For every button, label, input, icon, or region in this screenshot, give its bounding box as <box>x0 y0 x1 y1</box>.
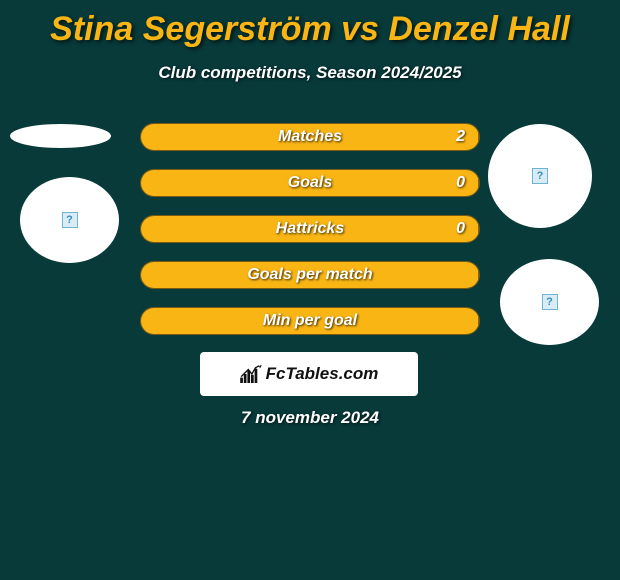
subtitle: Club competitions, Season 2024/2025 <box>0 63 620 83</box>
bar-label: Goals per match <box>141 262 479 288</box>
placeholder-image-icon: ? <box>62 212 78 228</box>
placeholder-image-icon: ? <box>532 168 548 184</box>
page-title: Stina Segerström vs Denzel Hall <box>0 0 620 49</box>
bar-label: Matches <box>141 124 479 150</box>
stat-bar: Min per goal <box>140 307 480 335</box>
bar-chart-icon <box>240 365 262 383</box>
logo-text: FcTables.com <box>266 364 379 384</box>
avatar-player-left: ? <box>20 177 119 263</box>
avatar-player-right-top: ? <box>488 124 592 228</box>
bar-value: 2 <box>456 124 465 150</box>
stat-bar: Goals per match <box>140 261 480 289</box>
bar-label: Goals <box>141 170 479 196</box>
stat-bar: Goals0 <box>140 169 480 197</box>
bar-value: 0 <box>456 170 465 196</box>
date-label: 7 november 2024 <box>0 408 620 428</box>
fctables-logo: FcTables.com <box>200 352 418 396</box>
bar-label: Min per goal <box>141 308 479 334</box>
bar-label: Hattricks <box>141 216 479 242</box>
stats-bars: Matches2Goals0Hattricks0Goals per matchM… <box>140 123 480 353</box>
avatar-oval-top-left <box>10 124 111 148</box>
avatar-player-right-bottom: ? <box>500 259 599 345</box>
bar-value: 0 <box>456 216 465 242</box>
placeholder-image-icon: ? <box>542 294 558 310</box>
stat-bar: Hattricks0 <box>140 215 480 243</box>
stat-bar: Matches2 <box>140 123 480 151</box>
